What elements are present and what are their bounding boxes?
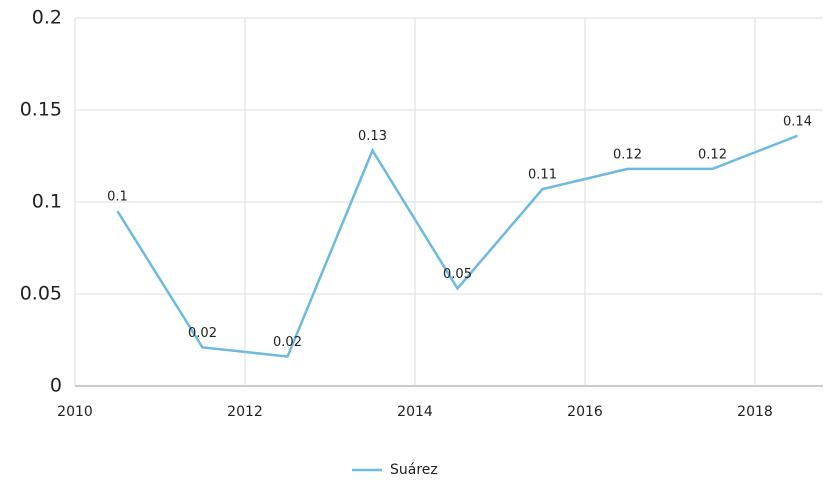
x-tick-label: 2016 (567, 404, 603, 420)
data-label: 0.11 (528, 168, 557, 183)
data-label: 0.14 (783, 114, 812, 129)
x-tick-label: 2018 (737, 404, 773, 420)
y-tick-label: 0.15 (20, 99, 62, 121)
data-label: 0.02 (273, 335, 302, 350)
y-tick-label: 0.05 (20, 283, 62, 305)
data-label: 0.05 (443, 267, 472, 282)
y-tick-label: 0 (50, 375, 62, 397)
data-label: 0.1 (107, 190, 128, 205)
y-tick-label: 0.2 (32, 7, 62, 29)
data-label: 0.02 (188, 326, 217, 341)
data-label: 0.13 (358, 129, 387, 144)
x-tick-label: 2014 (397, 404, 433, 420)
x-tick-label: 2010 (57, 404, 93, 420)
data-label: 0.12 (698, 147, 727, 162)
legend-label: Suárez (390, 462, 438, 478)
data-label: 0.12 (613, 147, 642, 162)
y-tick-label: 0.1 (32, 191, 62, 213)
line (116, 134, 798, 358)
x-tick-label: 2012 (227, 404, 263, 420)
